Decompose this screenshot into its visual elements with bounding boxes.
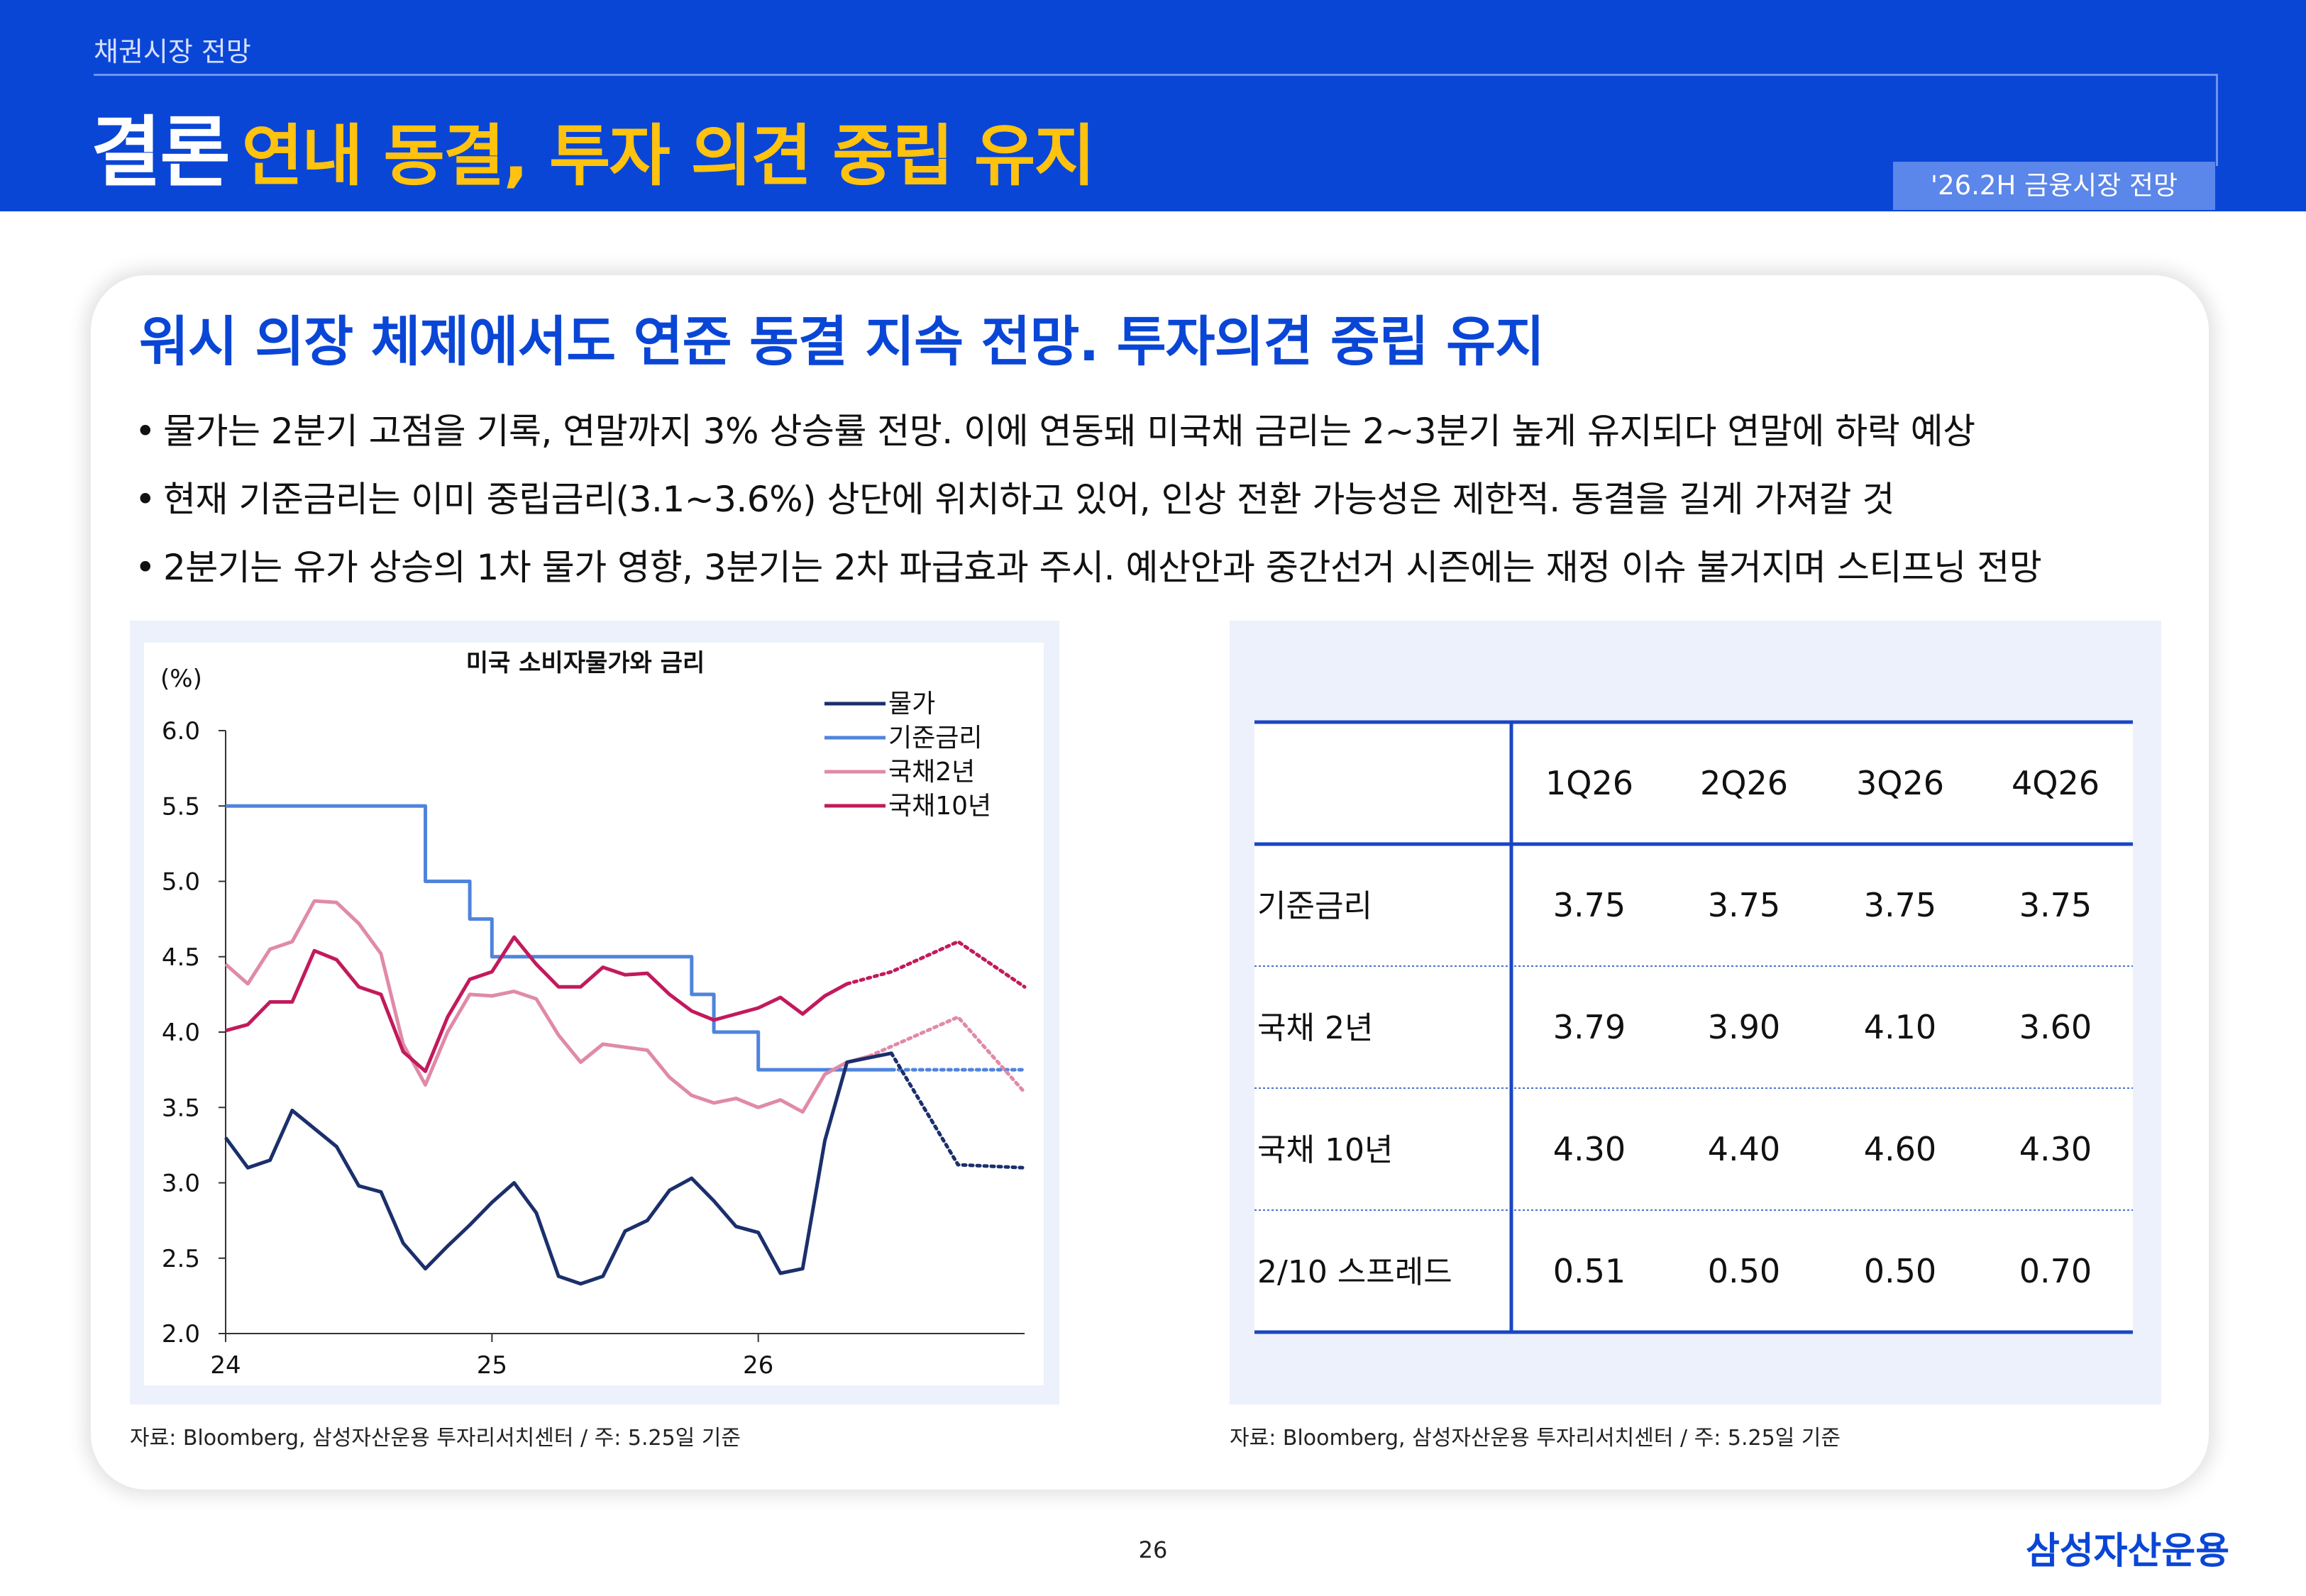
table-cell: 4.30 (2019, 1130, 2092, 1168)
page-number: 26 (1138, 1536, 1168, 1563)
series-forecast-3 (867, 1014, 1027, 1095)
y-tick-label: 3.5 (162, 1094, 200, 1122)
chart-axes: 6.0 5.5 5.0 4.5 4.0 3.5 3.0 2.5 2.0 24 25 26 (162, 717, 1025, 1380)
table-cell: 3.79 (1553, 1008, 1626, 1046)
y-tick-label: 2.0 (162, 1320, 200, 1348)
table-row-label: 국채 2년 (1257, 1010, 1373, 1046)
table-header-cell: 4Q26 (2012, 764, 2100, 802)
table-cell: 3.60 (2019, 1008, 2092, 1046)
series-forecast-1 (889, 1051, 1027, 1170)
bullet-item: • 물가는 2분기 고점을 기록, 연말까지 3% 상승률 전망. 이에 연동돼 … (135, 403, 1975, 454)
report-tag: '26.2H 금융시장 전망 (1893, 162, 2215, 210)
chart-title: 미국 소비자물가와 금리 (466, 649, 705, 677)
bullet-item: • 현재 기준금리는 이미 중립금리(3.1~3.6%) 상단에 위치하고 있어,… (135, 471, 1894, 522)
table-cell: 3.75 (2019, 886, 2092, 924)
y-tick-label: 4.5 (162, 943, 200, 972)
legend-label: 기준금리 (888, 724, 982, 753)
table-header-cell: 3Q26 (1856, 764, 1944, 802)
y-axis-unit: (%) (160, 665, 202, 693)
table-header-cell: 1Q26 (1545, 764, 1633, 802)
company-logo: 삼성자산운용 (2026, 1530, 2230, 1573)
table-cell: 3.75 (1864, 886, 1936, 924)
x-tick-label: 25 (477, 1351, 507, 1380)
table-row-label: 국채 10년 (1257, 1132, 1393, 1168)
table-row-label: 2/10 스프레드 (1257, 1254, 1452, 1290)
table-cell: 0.50 (1864, 1252, 1936, 1290)
page-title-highlight: 연내 동결, 투자 의견 중립 유지 (241, 118, 1096, 195)
page-title-main: 결론 (91, 109, 231, 197)
y-tick-label: 6.0 (162, 717, 200, 746)
series-forecast-4 (845, 939, 1027, 989)
y-tick-label: 3.0 (162, 1170, 200, 1198)
bullet-symbol: • (135, 479, 156, 520)
card-title: 워시 의장 체제에서도 연준 동결 지속 전망. 투자의견 중립 유지 (139, 310, 1545, 373)
legend-label: 국채10년 (888, 792, 991, 821)
x-tick-label: 26 (743, 1351, 773, 1380)
table-cell: 0.51 (1553, 1252, 1626, 1290)
y-tick-label: 5.0 (162, 868, 200, 897)
x-tick-label: 24 (210, 1351, 241, 1380)
bullet-item: • 2분기는 유가 상승의 1차 물가 영향, 3분기는 2차 파급효과 주시. … (135, 539, 2042, 590)
table-cell: 0.70 (2019, 1252, 2092, 1290)
table-cell: 4.40 (1708, 1130, 1780, 1168)
bullet-text: 물가는 2분기 고점을 기록, 연말까지 3% 상승률 전망. 이에 연동돼 미… (163, 411, 1975, 452)
table-cell: 3.90 (1708, 1008, 1780, 1046)
table-cell: 4.10 (1864, 1008, 1936, 1046)
table-cell: 4.60 (1864, 1130, 1936, 1168)
header-bar: 채권시장 전망 결론 연내 동결, 투자 의견 중립 유지 '26.2H 금융시장… (0, 0, 2306, 211)
legend-label: 물가 (888, 689, 935, 719)
bullet-symbol: • (135, 411, 156, 452)
table-source: 자료: Bloomberg, 삼성자산운용 투자리서치센터 / 주: 5.25일… (1230, 1426, 1841, 1451)
y-tick-label: 5.5 (162, 792, 200, 821)
table-row-label: 기준금리 (1257, 888, 1372, 924)
series-line-2 (226, 804, 892, 1072)
chart-series (224, 804, 1027, 1286)
table-cell: 0.50 (1708, 1252, 1780, 1290)
breadcrumb: 채권시장 전망 (94, 36, 251, 67)
y-tick-label: 2.5 (162, 1245, 200, 1273)
y-tick-label: 4.0 (162, 1019, 200, 1047)
chart-source: 자료: Bloomberg, 삼성자산운용 투자리서치센터 / 주: 5.25일… (130, 1426, 741, 1451)
series-line-3 (224, 899, 870, 1114)
bullet-symbol: • (135, 547, 156, 588)
table-header-cell: 2Q26 (1700, 764, 1788, 802)
header-divider-vertical (2216, 74, 2218, 166)
header-divider (94, 74, 2218, 76)
table-background (1254, 722, 2133, 1332)
table-grid (1254, 720, 2133, 1334)
series-line-1 (224, 1051, 892, 1286)
table-cell: 3.75 (1553, 886, 1626, 924)
table-cells: 1Q26 2Q26 3Q26 4Q26 기준금리 3.75 3.75 3.75 3.75 국채 2… (1257, 764, 2100, 1290)
legend-label: 국채2년 (888, 758, 975, 787)
series-line-4 (225, 935, 848, 1073)
table-cell: 4.30 (1553, 1130, 1626, 1168)
bullet-text: 현재 기준금리는 이미 중립금리(3.1~3.6%) 상단에 위치하고 있어, … (163, 479, 1894, 520)
table-cell: 3.75 (1708, 886, 1780, 924)
page-title: 결론 연내 동결, 투자 의견 중립 유지 (91, 91, 1096, 201)
bullet-text: 2분기는 유가 상승의 1차 물가 영향, 3분기는 2차 파급효과 주시. 예… (163, 547, 2042, 588)
